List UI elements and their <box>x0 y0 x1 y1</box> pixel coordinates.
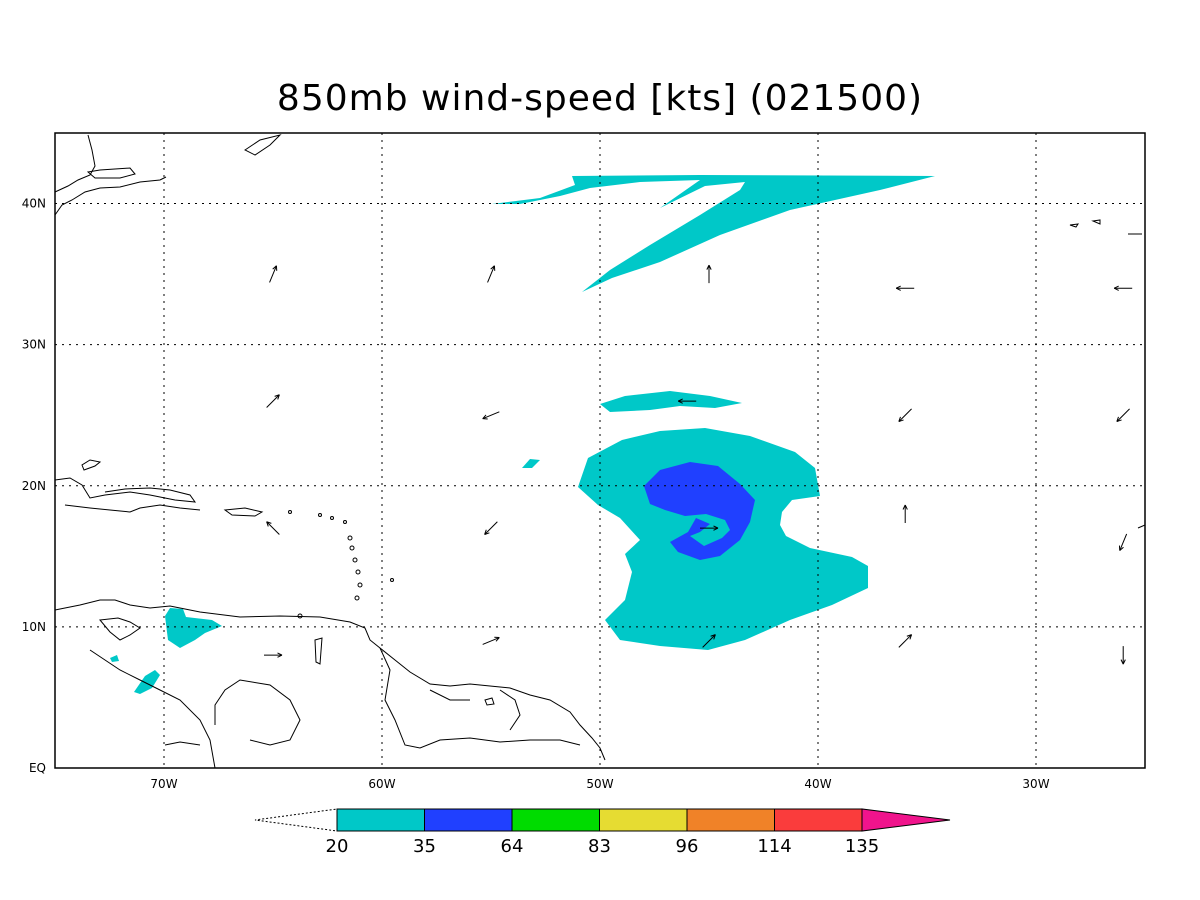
lat-tick-label: 10N <box>22 620 46 634</box>
colorbar-level-label: 35 <box>413 836 436 857</box>
colorbar-segment <box>686 808 775 832</box>
lon-tick-label: 70W <box>150 777 177 791</box>
lon-tick-label: 40W <box>804 777 831 791</box>
colorbar-segment <box>599 808 688 832</box>
wind-vector <box>702 634 716 648</box>
wind-vector <box>1113 285 1133 291</box>
wind-vector <box>895 285 915 291</box>
wind-vector <box>706 264 712 284</box>
lon-tick-label: 60W <box>368 777 395 791</box>
wind-vector <box>1116 408 1130 423</box>
map-frame <box>54 132 1146 769</box>
wind-vector <box>898 634 913 648</box>
colorbar-level-label: 96 <box>676 836 699 857</box>
map-title: 850mb wind-speed [kts] (021500) <box>276 78 924 119</box>
lon-axis-labels: 70W 60W 50W 40W 30W <box>150 777 1049 791</box>
colorbar-segment <box>336 808 425 832</box>
wind-vector <box>1118 533 1128 551</box>
contour-storm-core <box>644 462 755 560</box>
wind-vector <box>487 265 496 283</box>
colorbar: 20 35 64 83 96 114 135 <box>254 808 951 857</box>
wind-vector <box>677 398 697 404</box>
colorbar-min-extension <box>254 808 338 832</box>
lat-tick-label: 40N <box>22 197 46 211</box>
wind-vector <box>266 521 280 535</box>
colorbar-level-label: 114 <box>757 836 791 857</box>
colorbar-level-label: 135 <box>845 836 879 857</box>
wind-vector <box>266 394 280 408</box>
colorbar-max-extension <box>861 808 951 832</box>
lon-tick-label: 30W <box>1022 777 1049 791</box>
grid <box>55 133 1145 768</box>
lon-tick-label: 50W <box>586 777 613 791</box>
contour-venezuela <box>165 608 222 648</box>
colorbar-segment <box>511 808 600 832</box>
colorbar-level-label: 64 <box>501 836 524 857</box>
lat-axis-labels: EQ 10N 20N 30N 40N <box>22 197 46 775</box>
contour-colombia <box>134 670 160 694</box>
colorbar-segment <box>774 808 863 832</box>
lat-tick-label: 30N <box>22 338 46 352</box>
wind-vector <box>484 521 498 535</box>
wind-vector <box>264 652 283 658</box>
wind-vector <box>700 525 719 531</box>
colorbar-level-label: 83 <box>588 836 611 857</box>
wind-vector <box>1120 646 1126 665</box>
colorbar-segment <box>424 808 513 832</box>
colorbar-level-label: 20 <box>326 836 349 857</box>
coastlines <box>54 134 1146 769</box>
contour-speck <box>522 459 540 468</box>
wind-vector <box>902 504 908 523</box>
contour-north-band <box>492 175 935 292</box>
wind-vector <box>898 408 912 423</box>
wind-vector <box>269 265 278 283</box>
shading-35-64 <box>644 462 755 560</box>
wind-vectors <box>264 264 1133 665</box>
contour-speck2 <box>110 655 119 662</box>
lesser-antilles <box>288 510 394 619</box>
wind-vector <box>482 411 500 420</box>
lat-tick-label: EQ <box>29 761 46 775</box>
wind-vector <box>482 636 500 645</box>
lat-tick-label: 20N <box>22 479 46 493</box>
contour-mid-band <box>600 391 742 412</box>
